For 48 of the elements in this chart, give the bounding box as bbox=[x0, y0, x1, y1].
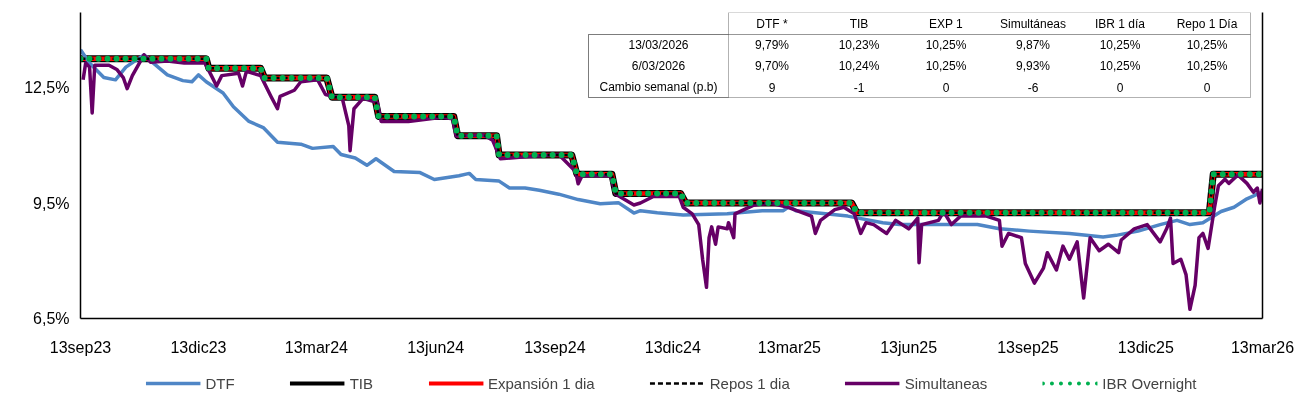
x-tick-label: 13dic24 bbox=[644, 338, 701, 356]
x-tick-label: 13sep24 bbox=[524, 338, 586, 356]
y-tick-label: 9,5% bbox=[33, 194, 70, 212]
text: 9,93% bbox=[1015, 59, 1051, 73]
text: 10,25% bbox=[1186, 59, 1228, 73]
x-tick-label: 13mar24 bbox=[284, 338, 349, 356]
legend-label: IBR Overnight bbox=[1102, 374, 1197, 392]
legend-label: Repos 1 dia bbox=[709, 374, 790, 392]
text: 10,25% bbox=[925, 59, 967, 73]
x-tick-label: 13jun24 bbox=[407, 338, 465, 356]
legend-label: Expansión 1 dia bbox=[487, 374, 595, 392]
text: 9,70% bbox=[754, 59, 790, 73]
x-tick-label: 13jun25 bbox=[880, 338, 938, 356]
x-tick-label: 13mar25 bbox=[757, 338, 822, 356]
text: 10,24% bbox=[838, 59, 880, 73]
text: -6 bbox=[1027, 80, 1039, 95]
x-tick-label: 13mar26 bbox=[1230, 338, 1295, 356]
category-label: Repo 1 Día bbox=[1176, 16, 1238, 31]
line-series bbox=[81, 53, 1263, 312]
y-tick-label: 12,5% bbox=[24, 79, 70, 97]
text: -1 bbox=[853, 80, 865, 95]
text: 9,87% bbox=[1015, 38, 1051, 52]
text: 0 bbox=[1203, 80, 1211, 95]
text: 10,25% bbox=[925, 38, 967, 52]
text: 9,79% bbox=[754, 38, 790, 52]
legend-label: DTF bbox=[205, 374, 235, 392]
category-label: 6/03/2026 bbox=[631, 59, 686, 73]
category-label: Simultáneas bbox=[999, 16, 1067, 31]
text: 10,25% bbox=[1186, 38, 1228, 52]
text: 10,25% bbox=[1099, 38, 1141, 52]
legend-label: Simultaneas bbox=[904, 374, 988, 392]
legend-label: TIB bbox=[349, 374, 373, 392]
x-tick-label: 13sep25 bbox=[997, 338, 1059, 356]
x-tick-label: 13dic25 bbox=[1117, 338, 1174, 356]
category-label: EXP 1 bbox=[928, 16, 964, 31]
category-label: DTF * bbox=[756, 16, 788, 31]
x-tick-label: 13dic23 bbox=[170, 338, 227, 356]
text: 0 bbox=[942, 80, 950, 95]
x-tick-label: 13sep23 bbox=[49, 338, 112, 356]
category-label: Cambio semanal (p.b) bbox=[599, 80, 718, 94]
text: 10,23% bbox=[838, 38, 880, 52]
y-tick-label: 6,5% bbox=[33, 310, 70, 327]
text: 0 bbox=[1116, 80, 1124, 95]
category-label: IBR 1 día bbox=[1094, 16, 1146, 31]
text: 9 bbox=[768, 80, 776, 95]
text: 10,25% bbox=[1099, 59, 1141, 73]
category-label: TIB bbox=[849, 16, 869, 31]
category-label: 13/03/2026 bbox=[628, 38, 689, 52]
